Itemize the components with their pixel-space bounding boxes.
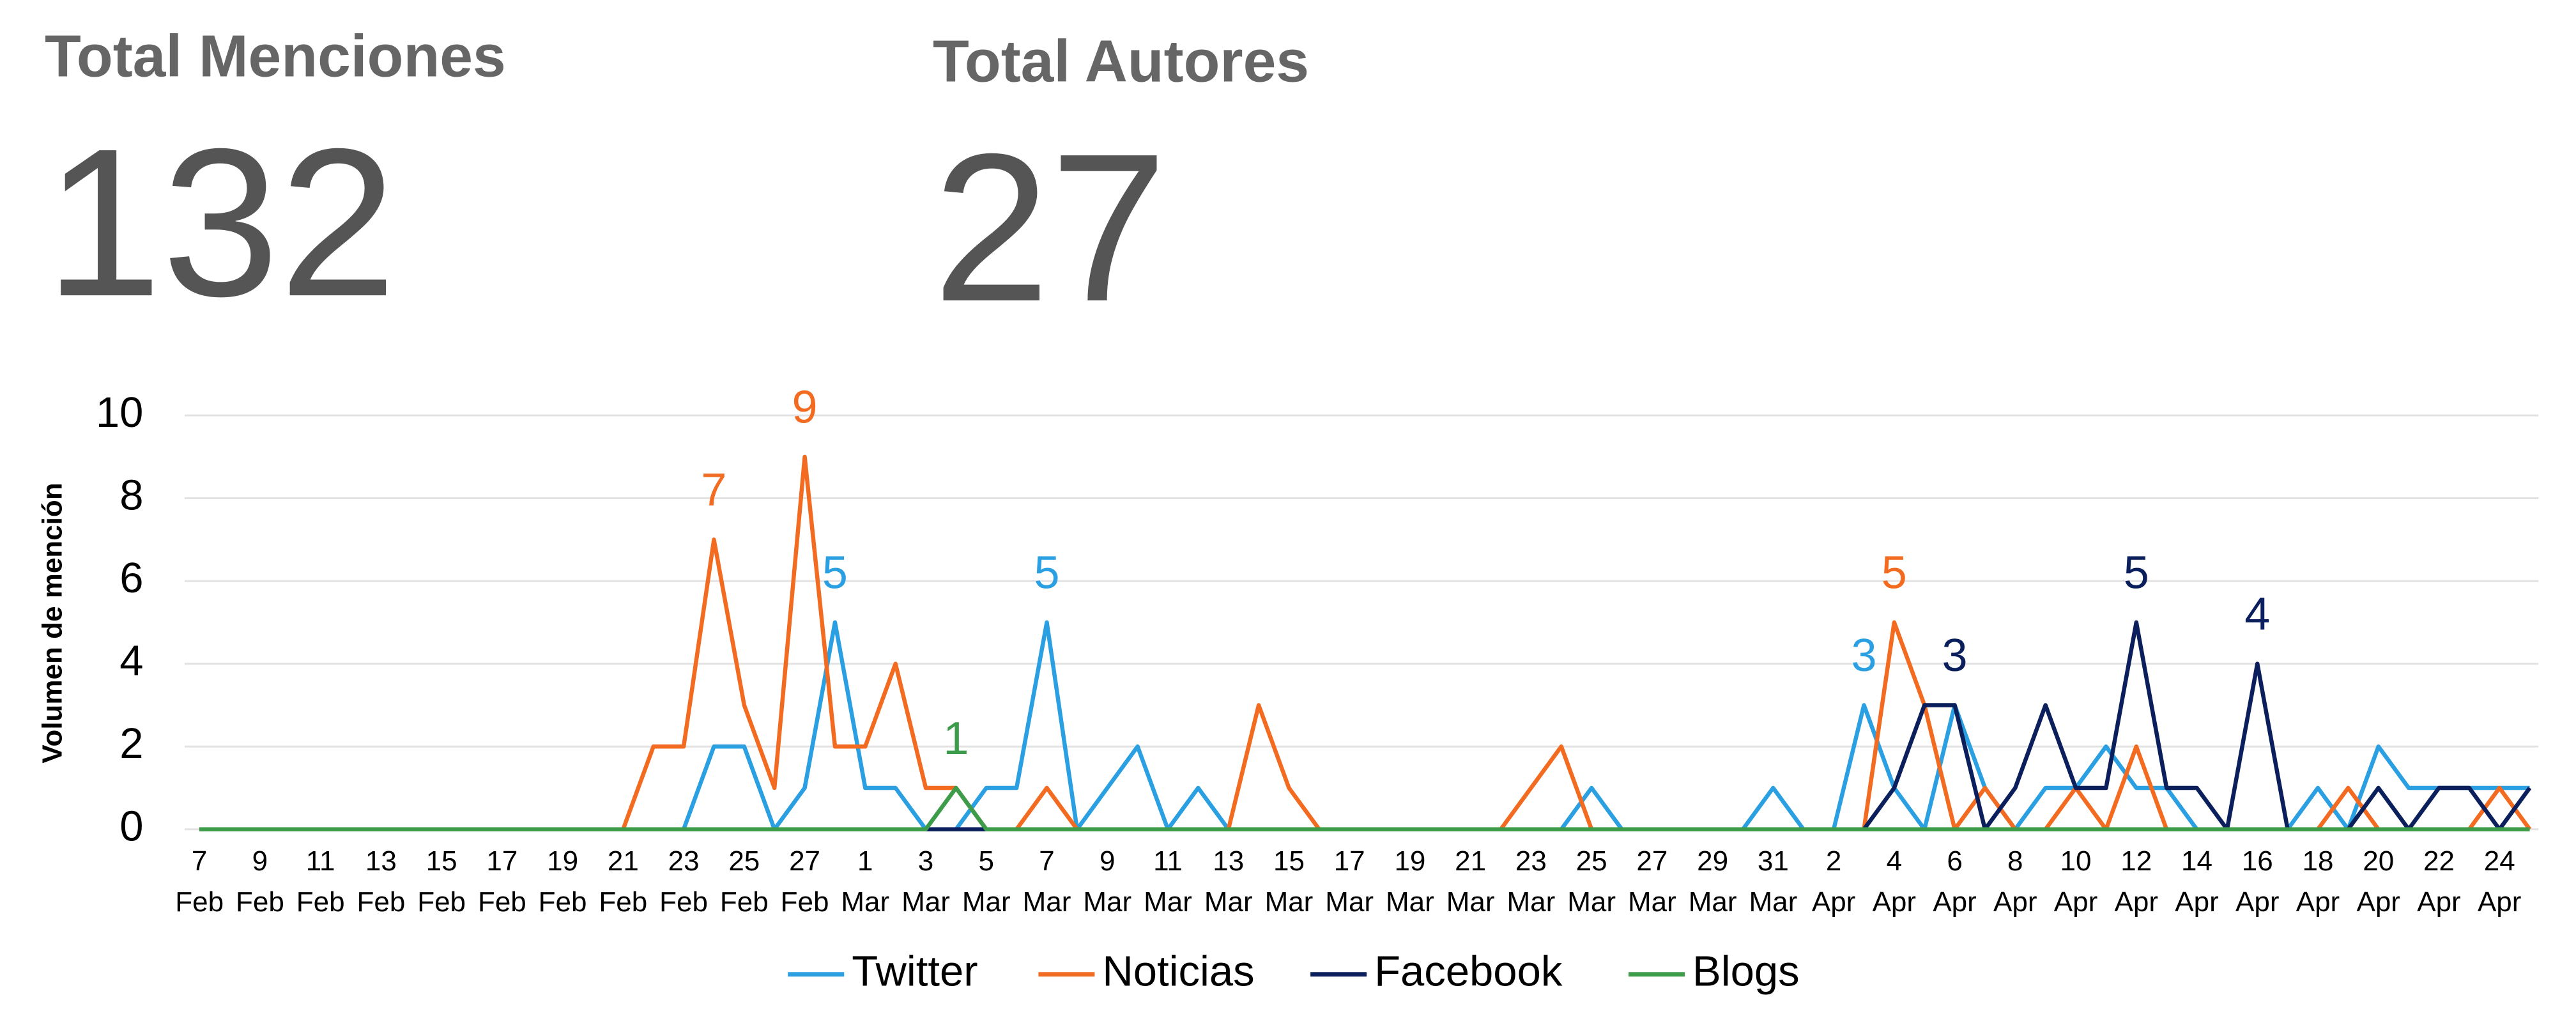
metric-value: 132 <box>45 104 397 340</box>
y-tick-label: 4 <box>119 636 143 684</box>
data-label: 3 <box>1851 630 1876 681</box>
y-tick-label: 10 <box>96 389 144 436</box>
x-tick-label: 23 Mar <box>1506 845 1556 918</box>
y-tick-label: 6 <box>119 554 143 602</box>
metric-title: Total Autores <box>933 28 1309 95</box>
x-tick-label: 20 Apr <box>2356 845 2400 918</box>
data-label: 4 <box>2244 589 2270 640</box>
data-label: 9 <box>792 382 818 433</box>
legend-label: Blogs <box>1692 947 1800 995</box>
data-label: 5 <box>2124 548 2149 599</box>
x-tick-label: 9 Mar <box>1083 845 1132 918</box>
x-tick-label: 9 Feb <box>235 845 284 918</box>
x-tick-label: 27 Feb <box>780 845 829 918</box>
x-tick-label: 1 Mar <box>841 845 890 918</box>
x-tick-label: 18 Apr <box>2296 845 2340 918</box>
y-tick-label: 0 <box>119 802 143 850</box>
data-label: 1 <box>943 713 969 764</box>
x-tick-label: 19 Mar <box>1386 845 1434 918</box>
x-tick-label: 22 Apr <box>2417 845 2461 918</box>
x-tick-label: 25 Feb <box>719 845 769 918</box>
x-tick-label: 15 Mar <box>1264 845 1314 918</box>
x-tick-label: 14 Apr <box>2175 845 2219 918</box>
x-tick-label: 7 Mar <box>1022 845 1071 918</box>
x-tick-label: 7 Feb <box>175 845 224 918</box>
y-tick-label: 8 <box>119 471 143 519</box>
data-label: 5 <box>822 548 848 599</box>
x-tick-label: 13 Feb <box>356 845 406 918</box>
x-tick-label: 8 Apr <box>1993 845 2037 918</box>
x-tick-label: 23 Feb <box>659 845 708 918</box>
x-tick-label: 11 Mar <box>1144 845 1192 918</box>
series-line <box>199 620 2532 831</box>
x-tick-label: 16 Apr <box>2235 845 2280 918</box>
x-tick-label: 24 Apr <box>2477 845 2522 918</box>
data-label: 7 <box>701 465 726 516</box>
series-line <box>199 454 2532 831</box>
legend-label: Facebook <box>1374 947 1563 995</box>
x-tick-label: 15 Feb <box>417 845 466 918</box>
x-tick-label: 4 Apr <box>1872 845 1917 918</box>
x-tick-label: 10 Apr <box>2053 845 2098 918</box>
x-tick-label: 19 Feb <box>538 845 587 918</box>
x-tick-label: 12 Apr <box>2114 845 2159 918</box>
metric-title: Total Menciones <box>45 23 506 89</box>
series-line <box>199 620 2530 831</box>
y-axis-label: Volumen de mención <box>37 482 68 763</box>
x-tick-label: 21 Feb <box>599 845 648 918</box>
x-tick-label: 29 Mar <box>1688 845 1737 918</box>
x-tick-label: 25 Mar <box>1567 845 1616 918</box>
x-tick-label: 6 Apr <box>1933 845 1977 918</box>
x-tick-label: 2 Apr <box>1811 845 1856 918</box>
legend-label: Noticias <box>1102 947 1254 995</box>
metric-value: 27 <box>933 109 1167 345</box>
series-line <box>199 785 2530 831</box>
x-tick-label: 17 Feb <box>477 845 526 918</box>
data-label: 3 <box>1942 630 1968 681</box>
x-tick-label: 5 Mar <box>962 845 1011 918</box>
x-tick-label: 27 Mar <box>1627 845 1676 918</box>
legend-label: Twitter <box>852 947 977 995</box>
x-tick-label: 31 Mar <box>1749 845 1798 918</box>
x-tick-label: 17 Mar <box>1325 845 1374 918</box>
y-tick-label: 2 <box>119 720 143 767</box>
x-tick-label: 21 Mar <box>1446 845 1495 918</box>
x-tick-label: 3 Mar <box>901 845 950 918</box>
x-tick-label: 11 Feb <box>296 845 345 918</box>
data-label: 5 <box>1034 548 1059 599</box>
x-tick-label: 13 Mar <box>1204 845 1253 918</box>
data-label: 5 <box>1882 548 1907 599</box>
